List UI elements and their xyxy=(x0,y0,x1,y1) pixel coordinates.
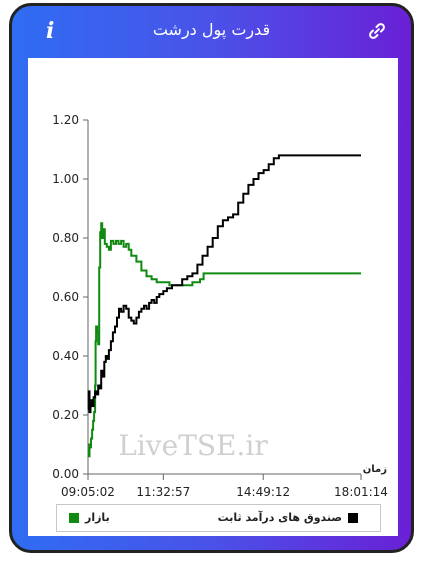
series-line-fixed-income[interactable] xyxy=(87,154,361,414)
x-tick-label: 11:32:57 xyxy=(136,485,190,499)
y-tick-label: 0.00 xyxy=(52,467,79,481)
link-icon[interactable] xyxy=(367,21,387,41)
legend-swatch-market xyxy=(69,512,79,523)
chart-legend: صندوق های درآمد ثابت بازار xyxy=(56,504,381,532)
legend-item-fixed-income[interactable]: صندوق های درآمد ثابت xyxy=(218,511,358,524)
chart-title: قدرت پول درشت xyxy=(152,20,271,39)
header: i قدرت پول درشت xyxy=(12,6,411,56)
chart-panel: LiveTSE.ir 0.00 0.20 0.40 0.60 0.80 1.00 1.20 0… xyxy=(28,58,398,536)
y-tick-label: 1.20 xyxy=(52,113,79,127)
y-tick-label: 0.40 xyxy=(52,349,79,363)
x-tick-label: 18:01:14 xyxy=(334,485,388,499)
series-line-market[interactable] xyxy=(87,222,361,458)
info-icon[interactable]: i xyxy=(46,18,55,44)
y-tick-label: 0.80 xyxy=(52,231,79,245)
x-axis-label: زمان xyxy=(363,464,387,475)
y-tick-label: 0.20 xyxy=(52,408,79,422)
chart-card: i قدرت پول درشت LiveTSE.ir 0.00 0.20 0.40 0… xyxy=(9,3,414,553)
watermark-text: LiveTSE.ir xyxy=(118,429,268,462)
legend-label-market: بازار xyxy=(85,511,110,524)
x-tick-label: 14:49:12 xyxy=(236,485,290,499)
y-tick-label: 0.60 xyxy=(52,290,79,304)
legend-label-fixed-income: صندوق های درآمد ثابت xyxy=(217,511,342,524)
legend-item-market[interactable]: بازار xyxy=(69,511,110,524)
y-tick-label: 1.00 xyxy=(52,172,79,186)
line-chart: LiveTSE.ir 0.00 0.20 0.40 0.60 0.80 1.00 1.20 0… xyxy=(52,113,388,499)
legend-swatch-fixed-income xyxy=(348,512,358,523)
x-tick-label: 09:05:02 xyxy=(61,485,115,499)
